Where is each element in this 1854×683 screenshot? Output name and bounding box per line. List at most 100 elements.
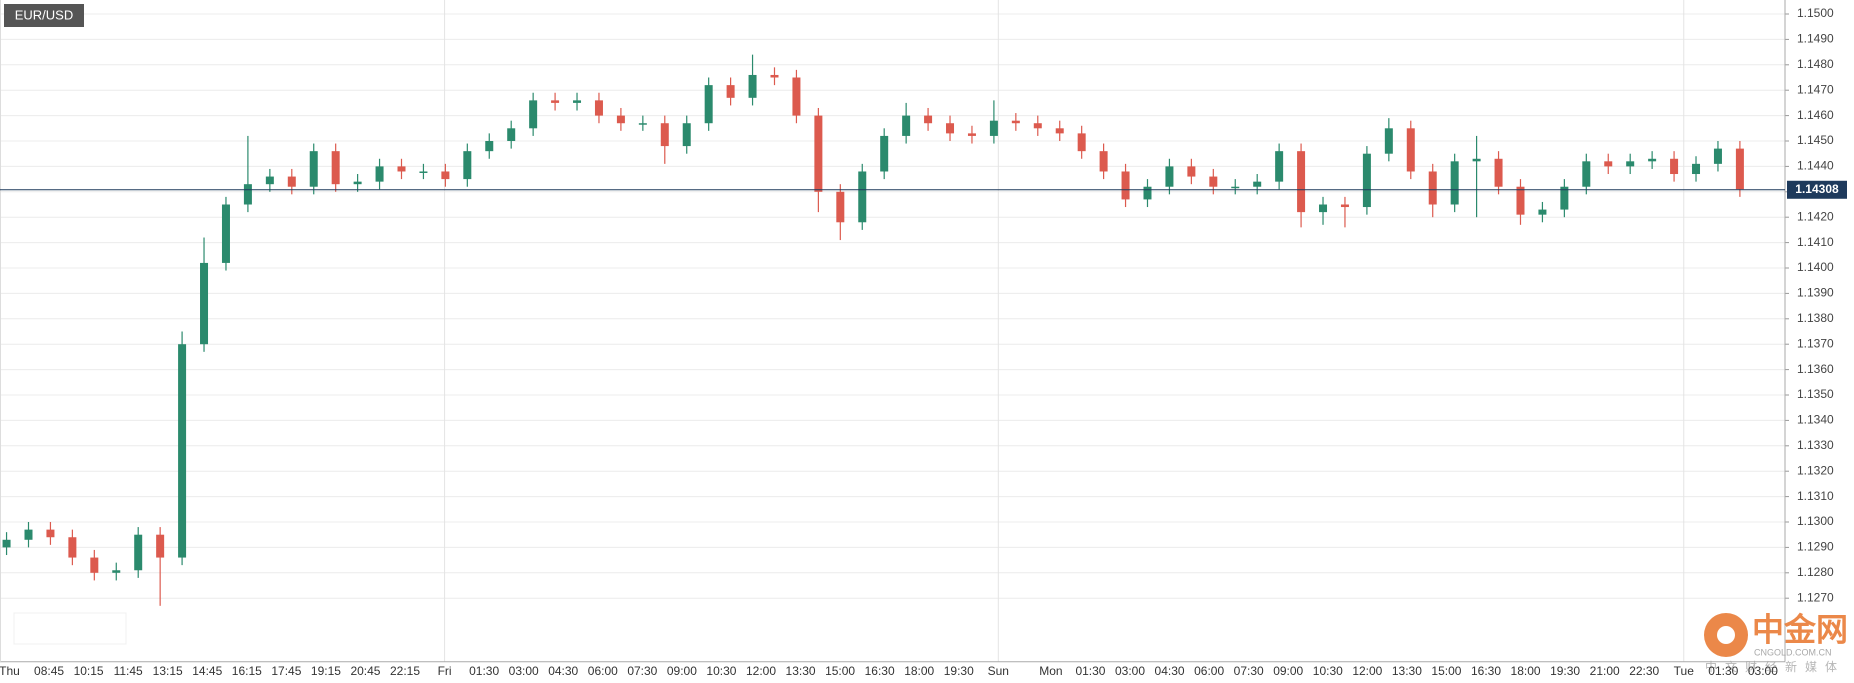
candle-body [1055,128,1064,134]
candle-body [1077,133,1086,152]
x-tick-label: 04:30 [548,664,578,678]
candle-body [1692,163,1701,175]
candle-body [178,344,187,558]
candle-body [770,74,779,78]
x-tick-label: 13:15 [153,664,183,678]
x-tick-label: 16:30 [1471,664,1501,678]
candle-body [1516,186,1525,215]
candle-body [660,123,669,147]
x-tick-label: 19:30 [944,664,974,678]
x-tick-label: 03:00 [1115,664,1145,678]
candle-body [1340,204,1349,208]
x-tick-label: 12:00 [746,664,776,678]
candle-body [441,171,450,180]
y-tick-label: 1.1320 [1797,463,1834,477]
candle-body [902,115,911,136]
candle-body [24,529,33,540]
watermark-slogan: 中文财经新媒体 [1705,659,1845,674]
x-tick-label: 06:00 [1194,664,1224,678]
y-tick-label: 1.1420 [1797,209,1834,223]
candle-body [858,171,867,223]
candle-body [1253,181,1262,187]
candle-body [1670,158,1679,175]
candle-body [1450,161,1459,205]
y-tick-label: 1.1310 [1797,489,1834,503]
candle-body [551,100,560,103]
x-tick-label: 16:15 [232,664,262,678]
candle-body [463,151,472,180]
watermark-site: CNGOLD.COM.CN [1754,647,1832,657]
candle-body [1384,128,1393,154]
candle-body [748,74,757,98]
candle-body [1735,148,1744,190]
candle-body [1099,151,1108,172]
candle-body [1560,186,1569,210]
candle-body [704,85,713,124]
x-tick-label: 21:00 [1590,664,1620,678]
candle-body [1604,161,1613,167]
candle-body [1033,123,1042,129]
candle-body [1713,148,1722,164]
candle-body [1297,151,1306,213]
candle-body [1275,151,1284,182]
candle-body [1011,120,1020,124]
current-price-label: 1.14308 [1795,182,1839,196]
y-tick-label: 1.1360 [1797,362,1834,376]
watermark: 中金网 CNGOLD.COM.CN 中文财经新媒体 [1704,611,1848,674]
y-tick-label: 1.1400 [1797,260,1834,274]
x-tick-label: 01:30 [1075,664,1105,678]
candle-body [638,123,647,125]
x-tick-label: 15:00 [1431,664,1461,678]
y-tick-label: 1.1390 [1797,286,1834,300]
y-tick-label: 1.1440 [1797,159,1834,173]
x-tick-label: 07:30 [1234,664,1264,678]
candle-body [616,115,625,124]
candle-body [1209,176,1218,187]
candle-body [946,123,955,134]
x-tick-label: 10:30 [706,664,736,678]
x-tick-label: 14:45 [192,664,222,678]
candle-body [2,539,11,548]
y-tick-label: 1.1460 [1797,108,1834,122]
x-tick-label: 09:00 [1273,664,1303,678]
candle-body [924,115,933,124]
y-tick-label: 1.1490 [1797,32,1834,46]
candle-body [573,100,582,103]
candle-body [309,151,318,187]
x-tick-label: 03:00 [1748,664,1778,678]
x-tick-label: 06:00 [588,664,618,678]
x-tick-label: 09:00 [667,664,697,678]
candle-body [1494,158,1503,187]
x-tick-label: 01:30 [469,664,499,678]
x-tick-label: 01:30 [1708,664,1738,678]
y-tick-label: 1.1370 [1797,336,1834,350]
candle-body [1428,171,1437,205]
x-tick-label: 08:45 [34,664,64,678]
current-price-box [1787,180,1847,199]
candle-body [1165,166,1174,187]
y-tick-label: 1.1280 [1797,565,1834,579]
candle-body [221,204,230,263]
candle-body [1143,186,1152,200]
x-tick-label: 10:15 [74,664,104,678]
x-tick-label: 18:00 [1511,664,1541,678]
x-tick-label: 07:30 [627,664,657,678]
x-tick-label: 22:30 [1629,664,1659,678]
title-box [4,4,84,27]
candles [2,54,1744,606]
y-tick-label: 1.1270 [1797,590,1834,604]
candle-body [112,570,121,573]
candle-body [1231,186,1240,189]
candle-body [90,557,99,573]
y-tick-label: 1.1500 [1797,6,1834,20]
candle-body [792,77,801,116]
candle-body [682,123,691,147]
blank-box [13,612,127,645]
candle-body [375,166,384,182]
x-tick-label: 18:00 [904,664,934,678]
watermark-logo: 中金网 [1752,611,1848,647]
x-tick-label: Sun [988,664,1009,678]
candle-body [836,191,845,223]
